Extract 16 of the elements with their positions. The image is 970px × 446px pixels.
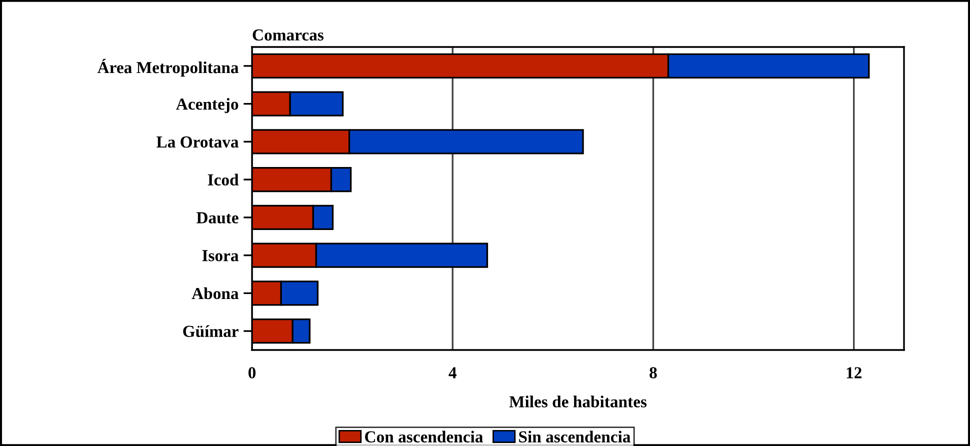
y-tick-label: Abona — [192, 287, 239, 300]
y-tick-label: Acentejo — [176, 98, 238, 114]
y-tick-label: La Orotava — [156, 136, 239, 148]
x-axis-title: Miles de habitantes — [509, 396, 647, 408]
y-axis-title: Comarcas — [252, 29, 324, 41]
y-tick-label: Área Metropolitana — [97, 58, 239, 77]
y-tick-label: Güímar — [183, 325, 238, 338]
y-tick-label: Isora — [202, 250, 239, 262]
x-tick-label: 12 — [846, 367, 862, 378]
x-tick-label: 0 — [248, 367, 256, 378]
y-tick-label: Icod — [208, 174, 239, 186]
legend-label: Sin ascendencia — [519, 430, 630, 442]
x-tick-label: 4 — [448, 367, 456, 378]
y-tick-label: Daute — [196, 212, 238, 224]
legend-label: Con ascendencia — [365, 430, 483, 442]
x-tick-label: 8 — [650, 367, 657, 378]
